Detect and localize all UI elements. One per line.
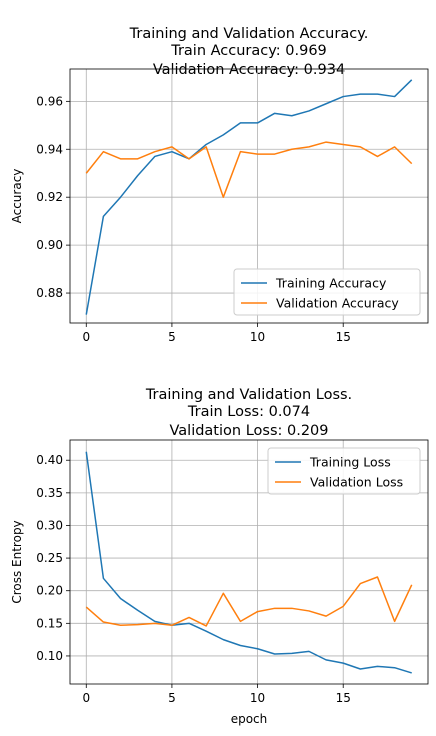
- y-tick-label-4: 0.30: [36, 518, 63, 532]
- y-tick-label-1: 0.15: [36, 616, 63, 630]
- y-tick-label-5: 0.35: [36, 486, 63, 500]
- chart-title-line-2: Train Loss: 0.074: [187, 404, 310, 420]
- y-tick-label-0: 0.10: [36, 649, 63, 663]
- y-tick-label-3: 0.94: [36, 142, 63, 156]
- x-tick-label-0: 0: [82, 691, 90, 705]
- y-tick-label-4: 0.96: [36, 94, 63, 108]
- legend-box: [267, 447, 421, 495]
- x-tick-label-2: 10: [250, 691, 265, 705]
- chart-title-line-3: Validation Loss: 0.209: [169, 423, 328, 439]
- y-tick-label-6: 0.40: [36, 453, 63, 467]
- legend: Training Accuracy Validation Accuracy: [233, 268, 421, 316]
- y-tick-label-1: 0.90: [36, 238, 63, 252]
- chart-title-line-2: Train Accuracy: 0.969: [170, 43, 327, 59]
- chart-title-line-1: Training and Validation Accuracy.: [129, 26, 369, 42]
- legend-box: [233, 268, 421, 316]
- series-line-1: [85, 79, 413, 315]
- series-line-2: [85, 576, 413, 627]
- series-line-2: [85, 141, 413, 198]
- chart-title-line-1: Training and Validation Loss.: [145, 387, 352, 403]
- series-line-1: [85, 451, 412, 674]
- chart-1: Training and Validation Accuracy.Train A…: [10, 26, 429, 344]
- legend-label-2: Validation Accuracy: [276, 296, 399, 311]
- y-tick-label-3: 0.25: [36, 551, 63, 565]
- x-tick-label-2: 10: [250, 330, 265, 344]
- x-tick-label-1: 5: [168, 330, 176, 344]
- x-tick-label-1: 5: [168, 691, 176, 705]
- y-tick-label-2: 0.20: [36, 584, 63, 598]
- x-tick-label-0: 0: [82, 330, 90, 344]
- y-axis-label: Cross Entropy: [10, 520, 24, 603]
- plot-area-frame: [69, 68, 429, 324]
- legend-label-1: Training Loss: [309, 455, 391, 470]
- legend-label-2: Validation Loss: [310, 475, 403, 490]
- legend-label-1: Training Accuracy: [275, 276, 387, 291]
- y-tick-label-0: 0.88: [36, 286, 63, 300]
- y-tick-label-2: 0.92: [36, 190, 63, 204]
- x-tick-label-3: 15: [336, 330, 351, 344]
- chart-2: Training and Validation Loss.Train Loss:…: [10, 387, 429, 726]
- x-axis-label: epoch: [231, 712, 268, 726]
- y-axis-label: Accuracy: [10, 169, 24, 224]
- legend: Training Loss Validation Loss: [267, 447, 421, 495]
- x-tick-label-3: 15: [336, 691, 351, 705]
- chart-title-line-3: Validation Accuracy: 0.934: [153, 62, 345, 78]
- plot-area-frame: [69, 439, 429, 685]
